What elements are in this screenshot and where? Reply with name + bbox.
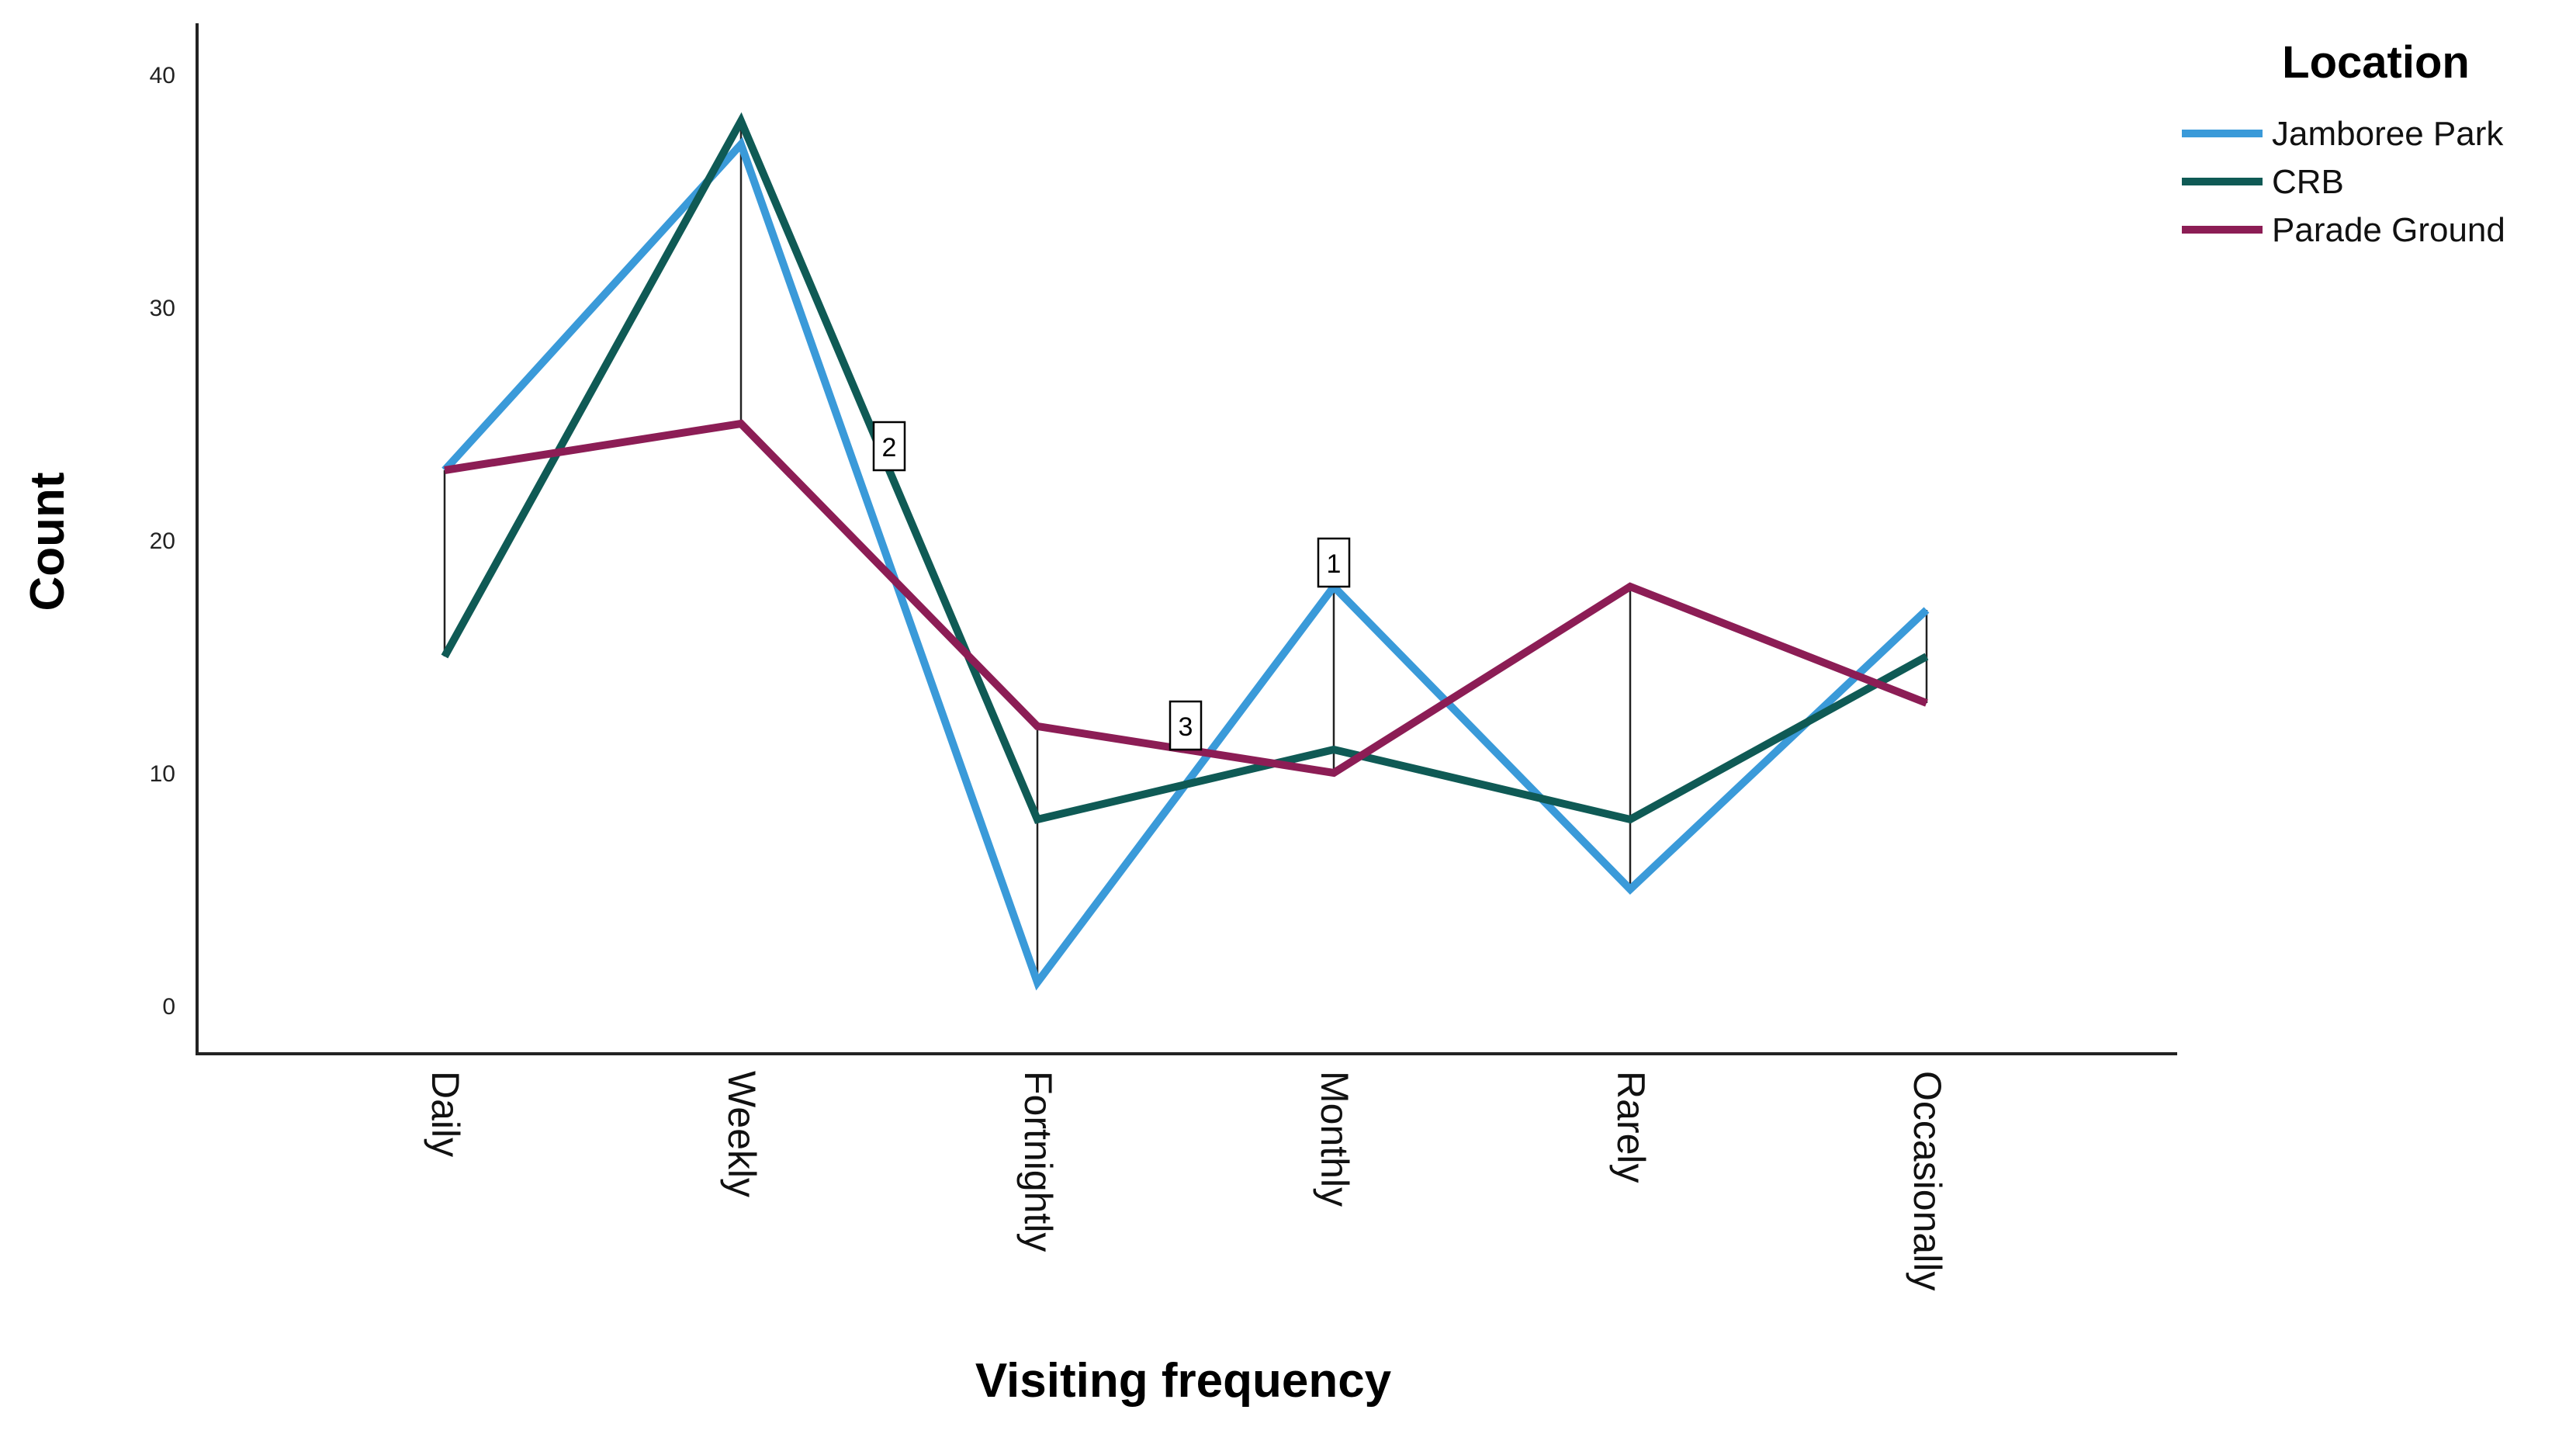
plot-axes xyxy=(196,23,2177,1055)
annotation-text: 3 xyxy=(1179,712,1193,742)
annotation-text: 1 xyxy=(1327,549,1342,579)
annotation-label: 3 xyxy=(1169,700,1203,751)
y-axis-title: Count xyxy=(21,472,74,611)
legend-item: Jamboree Park xyxy=(2182,115,2504,153)
x-tick-label: Daily xyxy=(424,1071,467,1157)
y-tick-label: 30 xyxy=(150,296,175,321)
annotations: 2 1 3 xyxy=(872,421,1351,751)
annotation-text: 2 xyxy=(882,433,897,462)
x-axis-title: Visiting frequency xyxy=(975,1354,1392,1408)
x-tick-label: Rarely xyxy=(1609,1071,1653,1183)
x-tick-label: Weekly xyxy=(720,1071,763,1197)
annotation-box xyxy=(872,421,906,472)
y-tick-labels: 0 10 20 30 40 xyxy=(150,63,175,1020)
legend-item: CRB xyxy=(2182,163,2344,201)
series-line xyxy=(441,112,1929,824)
series-line xyxy=(441,137,1930,991)
legend: Location Jamboree Park CRB Parade Ground xyxy=(2182,37,2505,249)
annotation-label: 1 xyxy=(1317,537,1351,588)
x-tick-label: Occasionally xyxy=(1906,1071,1949,1290)
y-tick-label: 10 xyxy=(150,761,175,787)
series-lines xyxy=(441,112,1930,991)
annotation-label: 2 xyxy=(872,421,906,472)
legend-items: Jamboree Park CRB Parade Ground xyxy=(2182,115,2505,249)
y-tick-label: 0 xyxy=(162,994,175,1020)
legend-label: Jamboree Park xyxy=(2272,115,2504,153)
x-tick-labels: Daily Weekly Fortnightly Monthly Rarely Occas… xyxy=(424,1071,1949,1290)
y-tick-label: 20 xyxy=(150,528,175,554)
annotation-box xyxy=(1317,537,1351,588)
annotation-box xyxy=(1169,700,1203,751)
legend-item: Parade Ground xyxy=(2182,211,2505,249)
x-tick-label: Monthly xyxy=(1313,1071,1356,1207)
y-tick-label: 40 xyxy=(150,63,175,88)
legend-label: CRB xyxy=(2272,163,2344,201)
range-lines xyxy=(443,121,1928,982)
legend-title: Location xyxy=(2282,37,2470,88)
x-tick-label: Fortnightly xyxy=(1016,1071,1060,1252)
legend-label: Parade Ground xyxy=(2272,211,2505,249)
